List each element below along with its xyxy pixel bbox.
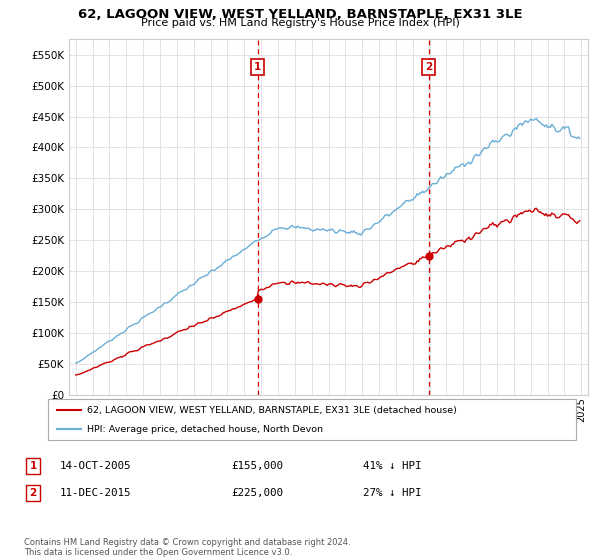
Text: Price paid vs. HM Land Registry's House Price Index (HPI): Price paid vs. HM Land Registry's House … xyxy=(140,18,460,29)
Text: 1: 1 xyxy=(254,62,261,72)
Text: 62, LAGOON VIEW, WEST YELLAND, BARNSTAPLE, EX31 3LE (detached house): 62, LAGOON VIEW, WEST YELLAND, BARNSTAPL… xyxy=(87,405,457,414)
Text: Contains HM Land Registry data © Crown copyright and database right 2024.
This d: Contains HM Land Registry data © Crown c… xyxy=(24,538,350,557)
Text: 2: 2 xyxy=(29,488,37,498)
Text: HPI: Average price, detached house, North Devon: HPI: Average price, detached house, Nort… xyxy=(87,425,323,434)
Text: 27% ↓ HPI: 27% ↓ HPI xyxy=(363,488,421,498)
Text: 2: 2 xyxy=(425,62,433,72)
Text: 41% ↓ HPI: 41% ↓ HPI xyxy=(363,461,421,471)
Text: 62, LAGOON VIEW, WEST YELLAND, BARNSTAPLE, EX31 3LE: 62, LAGOON VIEW, WEST YELLAND, BARNSTAPL… xyxy=(77,8,523,21)
Text: £225,000: £225,000 xyxy=(231,488,283,498)
Text: £155,000: £155,000 xyxy=(231,461,283,471)
Text: 1: 1 xyxy=(29,461,37,471)
Text: 14-OCT-2005: 14-OCT-2005 xyxy=(60,461,131,471)
Text: 11-DEC-2015: 11-DEC-2015 xyxy=(60,488,131,498)
